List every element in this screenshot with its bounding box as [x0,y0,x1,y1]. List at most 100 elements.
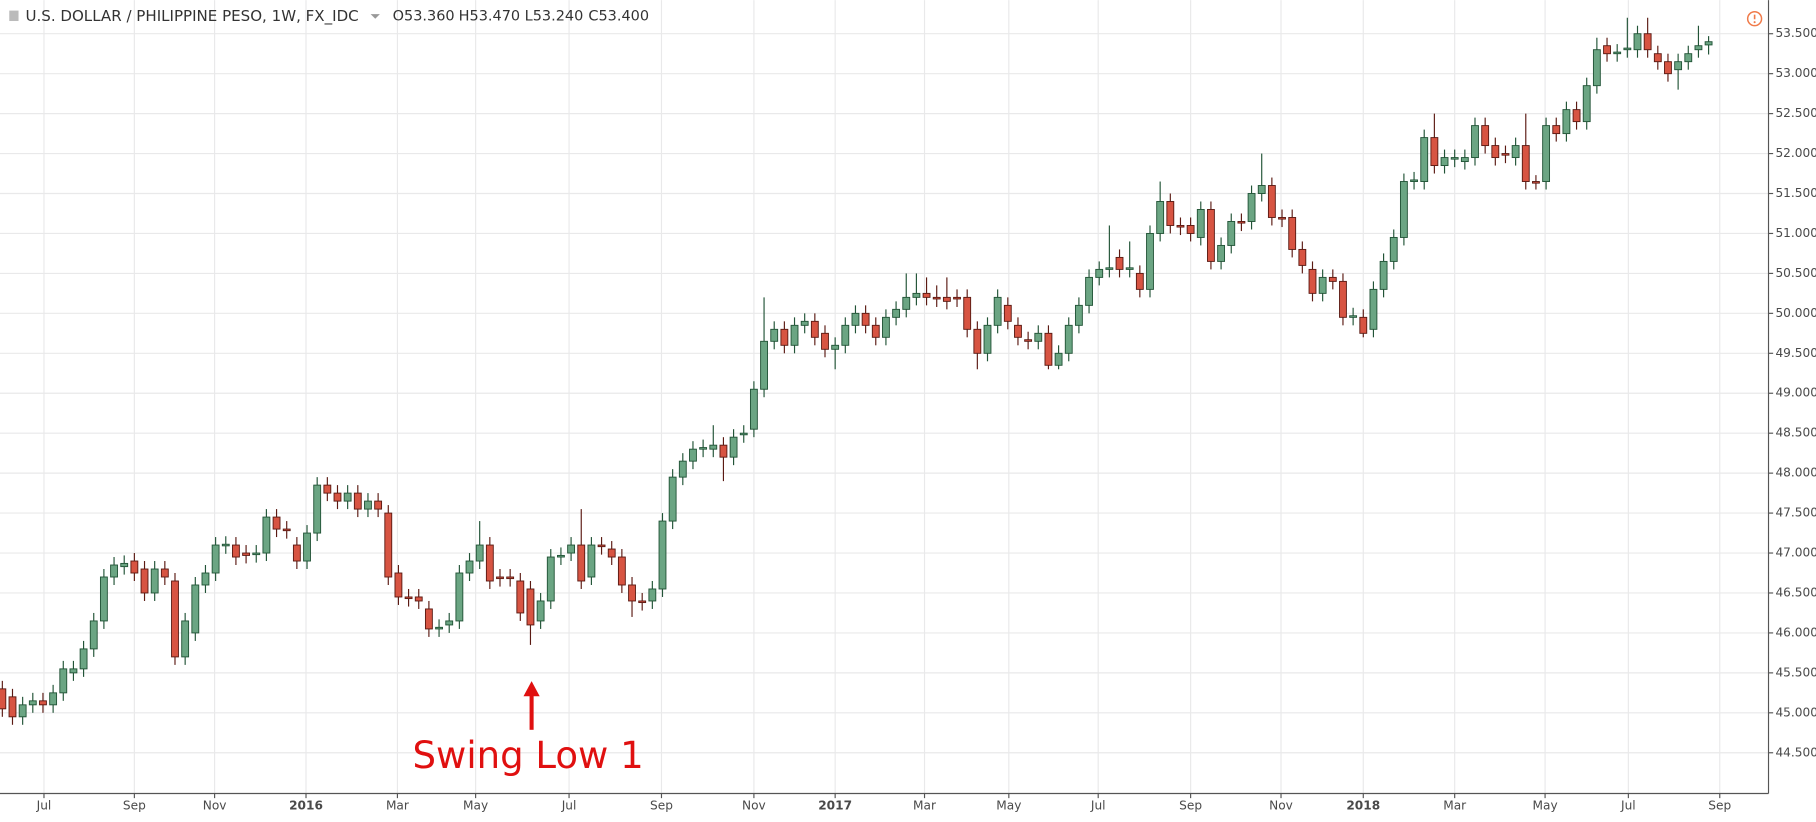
candle-body [658,520,667,590]
candle-body [617,556,626,586]
candle-body [668,476,677,522]
candle-body [343,492,352,502]
candle-body [892,308,901,318]
candle-body [1623,47,1632,51]
candle-body [485,544,494,582]
candle-body [333,492,342,502]
candle-body [496,576,504,580]
candle-body [1298,248,1307,266]
x-tick-label: Jul [561,799,577,813]
candle-body [1064,324,1073,354]
candle-body [729,436,738,458]
candle-body [1389,236,1398,262]
candle-body [861,312,870,326]
candle-body [567,544,576,554]
candle-body [1186,225,1195,234]
candle-body [435,626,443,630]
candle-body [1592,49,1601,87]
x-tick-label: Sep [1179,799,1202,813]
candle-body [1521,145,1530,182]
candle-body [942,296,951,302]
candle-body [1074,304,1083,326]
candle-body [1014,324,1022,338]
candles [0,17,1713,725]
candle-body [99,576,108,622]
candle-body [303,532,311,562]
candle-body [983,324,992,354]
candle-body [130,560,139,574]
candle-body [120,562,129,568]
candle-body [790,324,799,346]
symbol-icon[interactable] [9,10,19,22]
ohlc-close: C53.400 [588,8,649,24]
candle-body [689,448,697,462]
y-tick-label: 52.000 [1775,146,1816,160]
candle-body [963,296,972,330]
candle-body [1481,125,1490,147]
candle-body [1135,272,1144,290]
candle-body [597,544,606,548]
candle-body [628,584,636,602]
candle-body [221,543,230,547]
candle-body [353,492,362,510]
candle-body [201,572,210,586]
candle-body [282,528,291,532]
candle-body [800,320,809,326]
symbol-title[interactable]: U.S. DOLLAR / PHILIPPINE PESO, 1W, FX_ID… [25,7,358,26]
candle-body [49,692,58,706]
candle-body [1115,256,1124,270]
candle-body [536,600,545,622]
arrow-head [523,681,540,697]
y-tick-label: 48.000 [1775,466,1816,480]
annotation: Swing Low 1 [413,734,644,777]
candle-body [1267,185,1276,218]
candle-body [1664,61,1672,75]
x-tick-label: Jul [36,799,52,813]
candle-body [1450,157,1459,160]
y-tick-label: 47.500 [1775,506,1816,520]
candle-body [749,388,758,430]
y-tick-label: 47.000 [1775,546,1816,560]
candle-body [1613,51,1622,55]
y-tick-label: 46.000 [1775,625,1816,639]
candle-body [110,564,118,578]
candle-body [577,544,586,582]
candle-body [506,576,515,580]
x-tick-label: Jul [1620,799,1636,813]
y-tick-label: 51.000 [1775,226,1816,240]
candle-body [1582,85,1591,123]
candle-body [810,320,819,338]
candle-body [404,596,413,600]
candle-body [648,588,657,602]
candle-body [1349,315,1358,318]
candle-body [1339,280,1347,318]
candle-body [1603,45,1611,55]
symbol-dropdown[interactable] [370,14,380,19]
candle-body [374,500,383,510]
candle-body [821,332,829,350]
candle-body [18,704,27,718]
y-tick-label: 50.000 [1775,306,1816,320]
x-tick-label: 2016 [289,799,323,813]
candle-body [1562,109,1571,135]
candle-body [1207,209,1215,262]
x-tick-label: Jul [1090,799,1106,813]
warning-icon[interactable] [1746,10,1763,27]
candle-body [445,620,454,626]
candle-body [709,444,718,450]
candle-body [780,328,789,346]
candle-body [272,516,281,530]
y-tick-label: 53.000 [1775,66,1816,80]
candle-body [1024,339,1033,342]
candle-body [1156,201,1165,234]
candle-body [28,700,37,706]
candle-body [851,312,860,326]
candle-body [1399,181,1408,238]
candle-body [587,544,596,578]
x-tick-label: May [1533,799,1558,813]
candle-body [181,620,190,658]
x-tick-label: May [463,799,488,813]
candle-body [1430,137,1439,167]
